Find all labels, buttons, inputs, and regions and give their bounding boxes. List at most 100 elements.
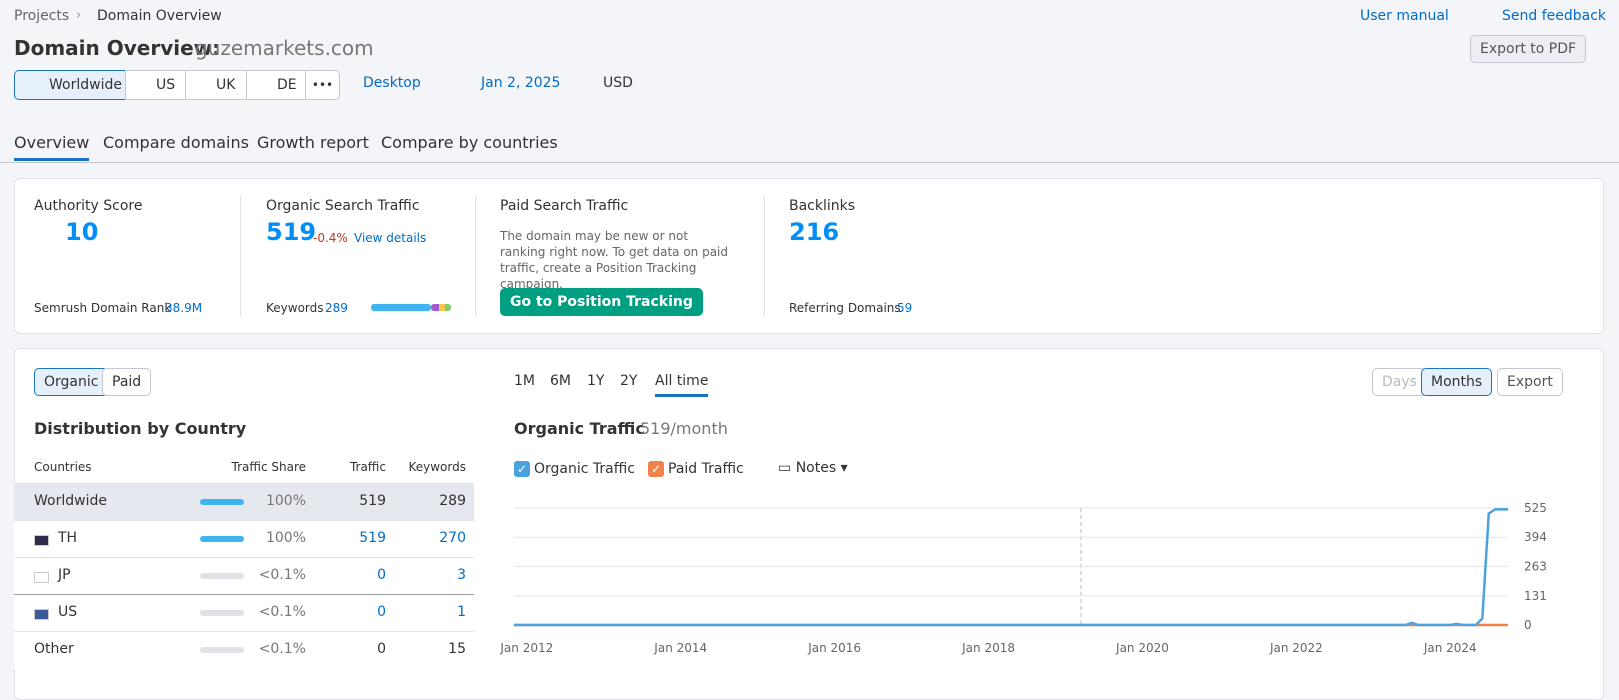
cell: 1 [457, 604, 466, 620]
y-tick-label: 131 [1524, 589, 1547, 603]
row [14, 520, 474, 558]
col-header: Traffic [349, 460, 386, 474]
col-header: Countries [34, 460, 92, 474]
period[interactable]: 6M [550, 373, 571, 389]
flag [34, 572, 49, 583]
x-tick-label: Jan 2024 [1423, 641, 1477, 655]
flag [34, 609, 49, 620]
sub-label: Semrush Domain Rank [34, 301, 172, 315]
domain[interactable]: guzemarkets.com [195, 36, 374, 60]
more[interactable]: ••• [305, 70, 340, 100]
organic-toggle[interactable]: Organic [34, 368, 109, 396]
period[interactable]: 1M [514, 373, 535, 389]
region-tab[interactable]: Worldwide [14, 70, 127, 100]
row [14, 483, 474, 521]
sub-label: Referring Domains [789, 301, 901, 315]
export-pdf[interactable]: Export to PDF [1470, 35, 1587, 63]
cell: Worldwide [34, 493, 107, 509]
metric-value: 10 [65, 218, 99, 246]
cell: 519 [359, 530, 386, 546]
days[interactable]: Days [1372, 368, 1427, 396]
paid-toggle[interactable]: Paid [102, 368, 152, 396]
cell: 0 [377, 604, 386, 620]
cell: TH [58, 530, 78, 546]
sub-value: 38.9M [165, 301, 203, 315]
paid-note: The domain may be new or not ranking rig… [500, 229, 729, 291]
chart-title: Organic Traffic [514, 419, 645, 438]
cell: 3 [457, 567, 466, 583]
share-bar [200, 647, 244, 653]
currency: USD [603, 75, 633, 91]
metric-label: Organic Search Traffic [266, 198, 420, 214]
share-bar [200, 499, 244, 505]
y-tick-label: 263 [1524, 559, 1547, 573]
chart-subtitle: 519/month [640, 419, 728, 438]
legend-label[interactable]: Organic Traffic [534, 461, 635, 477]
period[interactable]: 1Y [587, 373, 605, 389]
crumb-sep: › [76, 8, 82, 23]
sep [475, 196, 476, 316]
row [14, 557, 474, 595]
notes-label[interactable]: Notes [795, 460, 837, 476]
cell: <0.1% [258, 567, 306, 583]
sub-value: 59 [897, 301, 913, 315]
cell: 519 [359, 493, 386, 509]
x-tick-label: Jan 2012 [499, 641, 553, 655]
share-bar [200, 573, 244, 579]
col-header: Traffic Share [231, 460, 307, 474]
period[interactable]: 2Y [620, 373, 638, 389]
legend-label[interactable]: Paid Traffic [668, 461, 744, 477]
region-tab[interactable]: US [125, 70, 187, 100]
x-tick-label: Jan 2014 [653, 641, 707, 655]
metric-value: 519 [266, 218, 317, 246]
tab[interactable]: Compare domains [103, 133, 249, 152]
cell: US [58, 604, 78, 620]
date[interactable]: Jan 2, 2025 [481, 75, 561, 91]
cell: <0.1% [258, 604, 306, 620]
metric-label: Paid Search Traffic [500, 198, 629, 214]
keyword-bar [371, 304, 431, 311]
summary-card [14, 178, 1604, 334]
chart: 0 131 263 394 525 Jan 2012 Jan 2014 Jan 2016 Jan… [499, 501, 1547, 655]
line [514, 508, 1508, 627]
legend-box[interactable]: ✓ [648, 461, 664, 477]
x-tick-label: Jan 2016 [807, 641, 861, 655]
cell: <0.1% [258, 641, 306, 657]
cell: 100% [265, 530, 306, 546]
cell: 289 [439, 493, 466, 509]
months[interactable]: Months [1421, 368, 1493, 396]
divider [0, 162, 1619, 163]
device[interactable]: Desktop [363, 75, 421, 91]
share-bar [200, 536, 244, 542]
x-tick-label: Jan 2022 [1269, 641, 1323, 655]
legend-box[interactable]: ✓ [514, 461, 530, 477]
cell: 100% [265, 493, 306, 509]
sub-value: 289 [325, 301, 348, 315]
x-tick-label: Jan 2018 [961, 641, 1015, 655]
export[interactable]: Export [1497, 368, 1563, 396]
sub-label: Keywords [266, 301, 324, 315]
metric-label: Authority Score [34, 198, 143, 214]
period[interactable]: All time [655, 373, 709, 397]
send-feedback[interactable]: Send feedback [1502, 8, 1607, 24]
cell: 0 [377, 567, 386, 583]
share-bar [200, 610, 244, 616]
keyword-bar [431, 304, 451, 311]
flag [34, 535, 49, 546]
tab[interactable]: Growth report [257, 133, 369, 152]
y-tick-label: 394 [1524, 530, 1547, 544]
tab[interactable]: Overview [14, 133, 90, 161]
sep [764, 196, 765, 316]
dist-title: Distribution by Country [34, 419, 247, 438]
cell: 15 [448, 641, 466, 657]
metric-value: 216 [789, 218, 840, 246]
col-header: Keywords [408, 460, 466, 474]
region-tab[interactable]: DE [246, 70, 307, 100]
region-tab[interactable]: UK [185, 70, 248, 100]
tab[interactable]: Compare by countries [381, 133, 558, 152]
notes[interactable]: ▭ Notes ▾ [778, 460, 848, 476]
crumb[interactable]: Projects [14, 8, 70, 24]
user-manual[interactable]: User manual [1360, 8, 1449, 24]
view-details[interactable]: View details [354, 231, 427, 245]
position-tracking-button[interactable]: Go to Position Tracking [500, 288, 703, 316]
